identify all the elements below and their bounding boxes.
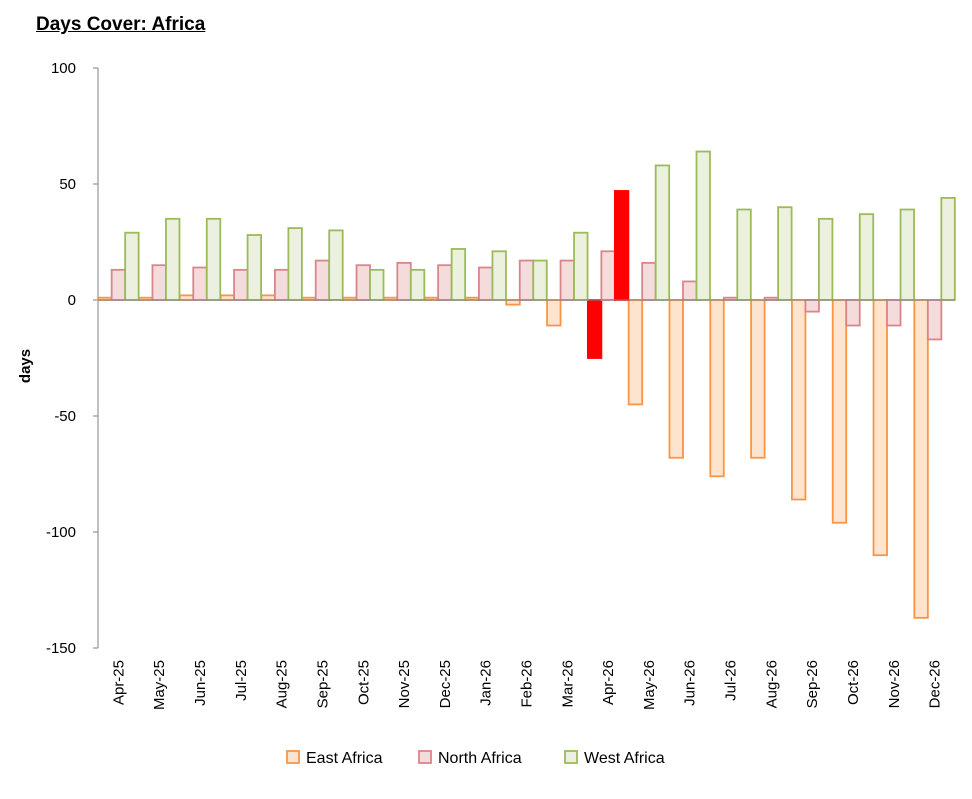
bar-west-africa-feb-26 [532,259,548,301]
bar-west-africa-apr-26 [613,190,630,301]
bar-north-africa-jan-26 [478,266,494,301]
bar-north-africa-may-26 [641,261,657,301]
bars [97,150,956,619]
bar-north-africa-apr-26 [600,250,616,301]
y-tick-label: -150 [46,640,76,657]
bar-west-africa-nov-26 [899,208,915,301]
y-tick-label: -50 [54,408,76,425]
bar-north-africa-jun-26 [682,280,698,301]
y-axis-title: days [17,349,34,383]
x-tick-label: Jan-26 [478,660,495,706]
bar-west-africa-dec-25 [450,248,467,301]
bar-east-africa-jul-26 [709,299,725,478]
bar-north-africa-mar-26 [559,259,575,301]
bar-west-africa-jul-26 [736,208,752,301]
bar-east-africa-mar-26 [546,299,562,327]
bar-west-africa-jun-26 [695,150,711,301]
y-axis: 100 50 0 -50 -100 -150 [46,60,99,657]
bar-west-africa-aug-25 [287,227,303,301]
bar-west-africa-oct-26 [858,213,875,301]
x-tick-label: Oct-26 [845,660,862,705]
x-tick-label: Nov-26 [886,660,903,708]
x-tick-label: Dec-26 [927,660,944,708]
bar-north-africa-nov-26 [886,299,902,327]
bar-west-africa-nov-25 [409,268,426,301]
bar-west-africa-jul-25 [246,234,262,301]
x-tick-label: Feb-26 [519,660,536,708]
x-tick-label: Dec-25 [437,660,454,708]
bar-east-africa-jun-26 [668,299,684,459]
x-tick-label: Jun-26 [682,660,699,706]
bar-north-africa-jun-25 [192,266,208,301]
legend-swatch-west-africa [564,750,578,764]
bar-east-africa-feb-26 [505,299,521,306]
y-tick-label: 0 [68,292,76,309]
x-tick-label: Jul-25 [233,660,250,701]
x-axis-labels: Apr-25 May-25 Jun-25 Jul-25 Aug-25 Sep-25 Oct-… [110,660,943,710]
bar-north-africa-may-25 [151,264,167,301]
bar-north-africa-oct-25 [355,264,371,301]
y-tick-label: 100 [51,60,76,77]
x-tick-label: Aug-26 [763,660,780,708]
x-tick-label: Jun-25 [192,660,209,706]
bar-east-africa-jul-25 [219,294,235,301]
x-tick-label: Sep-26 [804,660,821,708]
legend: East Africa North Africa West Africa [286,750,665,767]
y-tick-label: -100 [46,524,76,541]
x-tick-label: Oct-25 [355,660,372,705]
bar-east-africa-aug-26 [750,299,766,459]
bar-west-africa-apr-25 [124,231,140,301]
x-tick-label: Mar-26 [559,660,576,708]
bar-north-africa-dec-25 [437,264,453,301]
x-tick-label: Nov-25 [396,660,413,708]
bar-east-africa-aug-25 [260,294,276,301]
bar-west-africa-may-25 [165,217,181,301]
x-tick-label: May-26 [641,660,658,710]
bar-east-africa-may-26 [627,299,644,406]
bar-west-africa-jun-25 [205,217,222,301]
x-tick-label: Sep-25 [314,660,331,708]
bar-north-africa-sep-26 [804,299,820,313]
bar-east-africa-oct-26 [831,299,848,524]
x-tick-label: Apr-26 [600,660,617,705]
x-tick-label: Jul-26 [723,660,740,701]
chart-title: Days Cover: Africa [36,14,206,35]
bar-north-africa-apr-25 [110,268,127,301]
legend-swatch-east-africa [286,750,300,764]
legend-label-north-africa: North Africa [438,750,522,767]
bar-west-africa-dec-26 [940,197,956,301]
bar-east-africa-apr-26 [586,299,603,359]
bar-east-africa-dec-26 [913,299,929,619]
legend-swatch-north-africa [418,750,432,764]
x-tick-label: May-25 [151,660,168,710]
bar-west-africa-sep-26 [818,217,834,301]
bar-west-africa-aug-26 [777,206,793,301]
x-tick-label: Aug-25 [274,660,291,708]
bar-west-africa-mar-26 [573,231,589,301]
bar-east-africa-sep-26 [791,299,807,501]
bar-west-africa-oct-25 [369,268,385,301]
bar-west-africa-jan-26 [491,250,507,301]
bar-north-africa-oct-26 [845,299,861,327]
bar-north-africa-jul-25 [233,268,249,301]
legend-label-east-africa: East Africa [306,750,383,767]
bar-east-africa-nov-26 [872,299,888,557]
bar-north-africa-nov-25 [396,261,412,301]
bar-north-africa-feb-26 [518,259,535,301]
y-tick-label: 50 [59,176,76,193]
bar-west-africa-sep-25 [328,229,344,301]
legend-label-west-africa: West Africa [584,750,665,767]
bar-north-africa-dec-26 [926,299,943,341]
x-tick-label: Apr-25 [110,660,127,705]
bar-east-africa-jun-25 [178,294,195,301]
bar-north-africa-aug-25 [273,268,290,301]
bar-west-africa-may-26 [654,164,671,301]
bar-north-africa-sep-25 [314,259,331,301]
